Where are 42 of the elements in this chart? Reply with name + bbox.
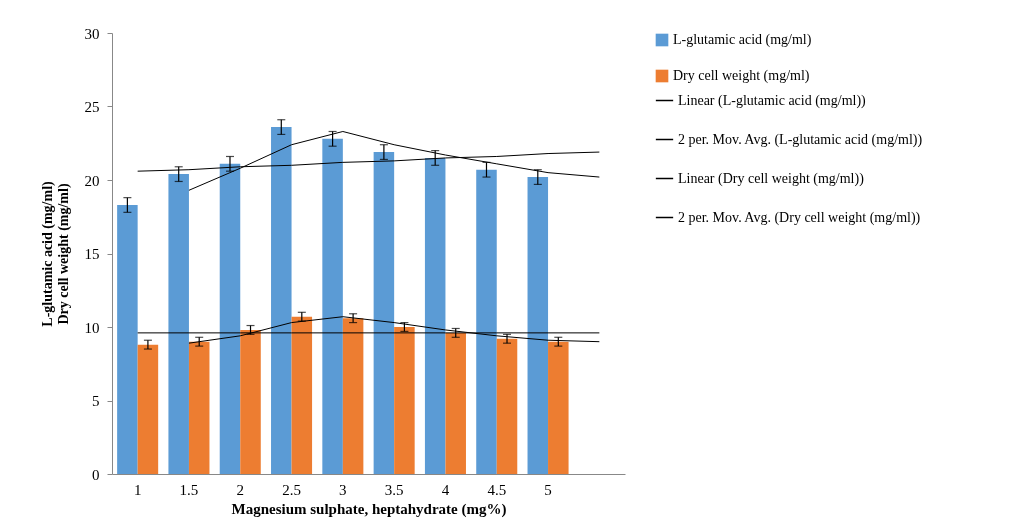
x-tick-label: 5 [544,481,552,498]
bar [394,327,415,474]
y-tick-label: 25 [84,99,100,115]
bar [271,127,292,474]
bar [137,344,159,474]
y-tick-label: 5 [92,393,100,409]
bar [496,338,518,474]
bar [373,152,395,474]
x-tick-label: 1 [133,481,142,498]
x-tick-label: 3 [339,481,347,498]
bar [476,169,497,474]
x-tick-label: 3.5 [384,481,404,498]
x-tick-label: 2.5 [282,481,301,498]
bar [117,204,138,474]
x-tick-label: 4 [441,481,450,498]
bar [445,332,466,474]
x-tick-label: 4.5 [487,481,507,498]
bar [527,177,549,474]
x-axis-title: Magnesium sulphate, heptahydrate (mg%) [231,500,507,518]
bar [322,138,343,474]
legend-label: Linear (Dry cell weight (mg/ml)) [678,170,865,187]
legend-label: Dry cell weight (mg/ml) [673,68,810,84]
bar [548,341,569,474]
y-tick-label: 15 [84,246,100,262]
y-tick-label: 0 [92,466,100,483]
y-tick-label: 20 [84,172,100,189]
bar [168,174,189,474]
y-tick-label: 10 [84,319,100,336]
y-tick-label: 30 [84,25,100,42]
x-tick-label: 2 [236,481,244,498]
bar [219,163,241,474]
bar [291,316,313,474]
bar [342,318,364,474]
x-tick-label: 1.5 [179,481,199,498]
legend-label: 2 per. Mov. Avg. (Dry cell weight (mg/ml)) [678,209,921,226]
legend-label: 2 per. Mov. Avg. (L-glutamic acid (mg/ml)) [678,131,923,148]
legend-label: Linear (L-glutamic acid (mg/ml)) [678,92,867,109]
bar [424,157,446,474]
y-axis-title: L-glutamic acid (mg/ml) Dry cell weight (mg/ml) [39,180,72,327]
legend-label: L-glutamic acid (mg/ml) [673,32,812,48]
bar [240,329,261,474]
bar [188,341,210,474]
